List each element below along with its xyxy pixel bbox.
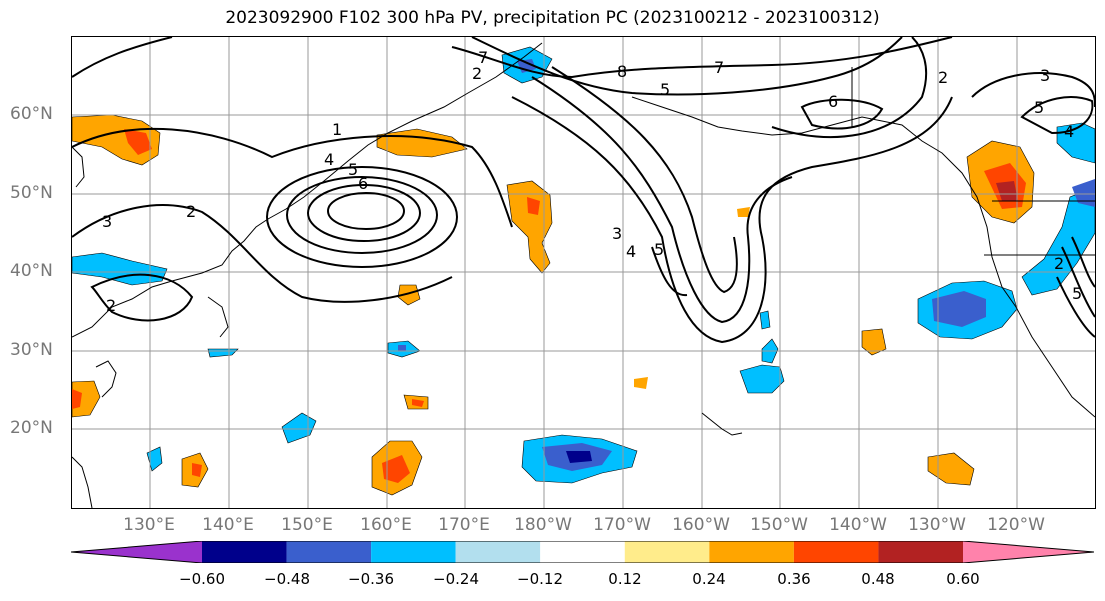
lon-label: 150°W — [750, 515, 808, 535]
colorbar-tick-label: 0.60 — [946, 570, 980, 588]
lon-label: 160°W — [672, 515, 730, 535]
colorbar-segment — [202, 541, 287, 563]
map-canvas: 1 4 5 6 2 3 2 2 7 8 7 5 6 3 4 5 2 3 5 4 … — [72, 37, 1095, 508]
colorbar-tick-label: −0.60 — [179, 570, 225, 588]
contour-label: 4 — [324, 150, 334, 169]
contour-label: 1 — [332, 120, 342, 139]
colorbar-tick-label: 0.48 — [861, 570, 895, 588]
contour-label: 3 — [612, 224, 622, 243]
colorbar-tick-label: 0.12 — [608, 570, 642, 588]
lon-label: 140°W — [829, 515, 887, 535]
colorbar-tick-label: −0.12 — [517, 570, 563, 588]
contour-label: 6 — [828, 92, 838, 111]
lat-label: 30°N — [10, 340, 53, 360]
colorbar-segment — [540, 541, 625, 563]
lon-label: 130°W — [908, 515, 966, 535]
contour-label: 5 — [660, 80, 670, 99]
colorbar-tick-label: −0.36 — [348, 570, 394, 588]
lon-label: 150°E — [281, 515, 333, 535]
colorbar-segment — [709, 541, 794, 563]
graticule — [72, 37, 1095, 508]
contour-label: 3 — [102, 212, 112, 231]
contour-label: 2 — [472, 64, 482, 83]
map-panel: 1 4 5 6 2 3 2 2 7 8 7 5 6 3 4 5 2 3 5 4 … — [71, 36, 1096, 509]
colorbar-segment — [371, 541, 456, 563]
colorbar-segment — [878, 541, 963, 563]
pv-contours — [72, 37, 1095, 344]
lat-label: 60°N — [10, 104, 53, 124]
lat-label: 50°N — [10, 183, 53, 203]
contour-label: 2 — [1054, 254, 1064, 273]
colorbar-segment — [963, 541, 1094, 563]
contour-label: 4 — [626, 242, 636, 261]
colorbar-tick-label: 0.36 — [777, 570, 811, 588]
colorbar-tick-label: −0.24 — [433, 570, 479, 588]
lon-label: 160°E — [360, 515, 412, 535]
contour-label: 2 — [106, 296, 116, 315]
contour-label: 4 — [1064, 122, 1074, 141]
map-title: 2023092900 F102 300 hPa PV, precipitatio… — [225, 8, 880, 28]
colorbar-segment — [455, 541, 541, 563]
contour-label: 2 — [938, 68, 948, 87]
contour-label: 7 — [478, 48, 488, 67]
lon-label: 130°E — [123, 515, 175, 535]
lon-label: 120°W — [987, 515, 1045, 535]
contour-label: 5 — [348, 160, 358, 179]
coastlines — [72, 42, 1095, 508]
colorbar-segment — [71, 541, 202, 563]
colorbar-segment — [624, 541, 710, 563]
colorbar-tick-label: 0.24 — [692, 570, 726, 588]
colorbar-segment — [793, 541, 879, 563]
contour-label: 6 — [358, 174, 368, 193]
contour-label: 5 — [1034, 98, 1044, 117]
lat-label: 40°N — [10, 261, 53, 281]
contour-label: 8 — [617, 62, 627, 81]
lon-label: 170°W — [593, 515, 651, 535]
contour-label: 5 — [654, 240, 664, 259]
lon-label: 140°E — [202, 515, 254, 535]
contour-labels: 1 4 5 6 2 3 2 2 7 8 7 5 6 3 4 5 2 3 5 4 … — [102, 48, 1082, 315]
contour-label: 7 — [714, 58, 724, 77]
colorbar-tick-label: −0.48 — [264, 570, 310, 588]
lon-label: 170°E — [438, 515, 490, 535]
lat-label: 20°N — [10, 418, 53, 438]
contour-label: 5 — [1072, 284, 1082, 303]
contour-label: 3 — [1040, 66, 1050, 85]
colorbar-svg — [70, 540, 1095, 564]
colorbar-segment — [286, 541, 372, 563]
lon-label: 180°W — [514, 515, 572, 535]
contour-label: 2 — [186, 202, 196, 221]
colorbar — [70, 540, 1095, 564]
